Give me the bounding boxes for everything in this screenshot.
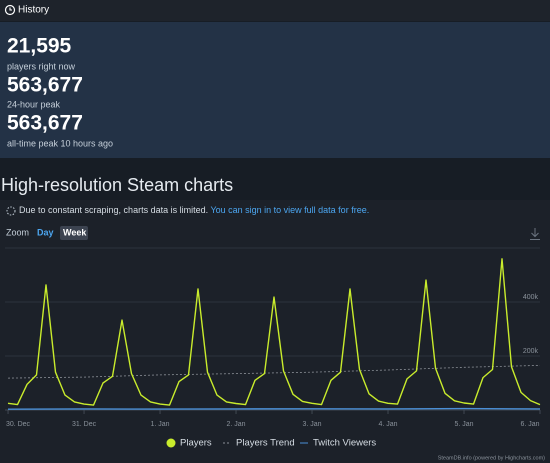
zoom-label: Zoom bbox=[6, 227, 29, 237]
stat-value: 21,595 bbox=[7, 35, 72, 58]
stat-label: 24-hour peak bbox=[7, 99, 61, 109]
series-line bbox=[7, 365, 541, 379]
zoom-controls: Zoom Day Week bbox=[6, 226, 88, 240]
stats-panel bbox=[0, 22, 550, 158]
notice-text: Due to constant scraping, charts data is… bbox=[19, 205, 208, 215]
history-icon-hands bbox=[9, 7, 12, 11]
zoom-option[interactable]: Day bbox=[37, 227, 54, 237]
x-tick-label: 4. Jan bbox=[378, 421, 397, 428]
legend-label[interactable]: Twitch Viewers bbox=[313, 438, 376, 449]
stat-label: players right now bbox=[7, 61, 76, 71]
plot: 200k 400k 30. Dec 31. Dec 1. Jan 2. Jan 3. Jan… bbox=[5, 247, 541, 428]
notice-link[interactable]: You can sign in to view full data for fr… bbox=[210, 205, 369, 215]
legend: Players Players Trend Twitch Viewers bbox=[166, 438, 376, 449]
stat-value: 563,677 bbox=[7, 74, 83, 97]
y-tick-label: 400k bbox=[523, 294, 539, 301]
history-icon bbox=[4, 4, 16, 16]
chart-panel bbox=[0, 200, 550, 463]
x-tick-label: 30. Dec bbox=[6, 421, 31, 428]
notice: Due to constant scraping, charts data is… bbox=[19, 205, 369, 215]
stat-label: all-time peak 10 hours ago bbox=[7, 138, 113, 148]
legend-label[interactable]: Players Trend bbox=[236, 438, 295, 449]
x-tick-label: 2. Jan bbox=[226, 421, 245, 428]
top-bar bbox=[0, 0, 550, 21]
x-tick-label: 3. Jan bbox=[302, 421, 321, 428]
zoom-option[interactable]: Week bbox=[63, 227, 87, 237]
stat-value: 563,677 bbox=[7, 112, 83, 135]
x-tick-label: 6. Jan bbox=[520, 421, 539, 428]
section-title: High-resolution Steam charts bbox=[1, 175, 233, 195]
x-tick-label: 5. Jan bbox=[454, 421, 473, 428]
legend-symbol bbox=[166, 438, 176, 448]
legend-label[interactable]: Players bbox=[180, 438, 212, 449]
credit[interactable]: SteamDB.info (powered by Highcharts.com) bbox=[438, 455, 545, 461]
series-line bbox=[7, 258, 541, 406]
download-icon[interactable] bbox=[530, 228, 540, 240]
x-tick-label: 31. Dec bbox=[72, 421, 97, 428]
series-line bbox=[7, 407, 541, 410]
loading-icon bbox=[6, 206, 16, 216]
y-tick-label: 200k bbox=[523, 348, 539, 355]
header-title[interactable]: History bbox=[18, 5, 49, 16]
x-tick-label: 1. Jan bbox=[150, 421, 169, 428]
zoom-selected-bg bbox=[60, 226, 88, 240]
